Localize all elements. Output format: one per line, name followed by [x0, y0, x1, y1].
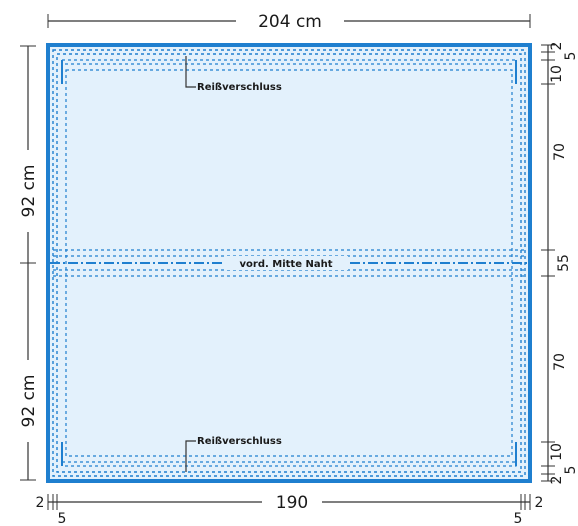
right-upper-70-label: 70 — [552, 143, 568, 161]
right-dimension: 2 5 10 70 55 70 10 2 5 — [541, 42, 578, 485]
right-top-10-label: 10 — [549, 65, 565, 83]
top-width-label: 204 cm — [258, 12, 322, 32]
right-bottom-10-label: 10 — [549, 443, 565, 461]
right-bottom-5-label: 5 — [563, 466, 578, 475]
left-dimension: 92 cm 92 cm — [19, 45, 39, 481]
left-lower-height-label: 92 cm — [19, 375, 39, 428]
fabric-panel: vord. Mitte Naht — [46, 43, 532, 483]
zipper-callout-bottom: Reißverschluss — [185, 436, 282, 472]
right-bottom-2-label: 2 — [549, 476, 565, 485]
bottom-left-5-label: 5 — [58, 511, 67, 526]
top-dimension: 204 cm — [47, 12, 531, 32]
zipper-top-label: Reißverschluss — [197, 82, 282, 93]
right-top-5-label: 5 — [563, 52, 578, 61]
right-middle-55-label: 55 — [556, 254, 572, 272]
bottom-left-2-label: 2 — [36, 495, 45, 511]
bottom-right-2-label: 2 — [535, 495, 544, 511]
right-lower-70-label: 70 — [552, 353, 568, 371]
bottom-width-label: 190 — [276, 493, 308, 513]
left-upper-height-label: 92 cm — [19, 165, 39, 218]
zipper-callout-top: Reißverschluss — [185, 56, 282, 93]
center-seam-label: vord. Mitte Naht — [240, 259, 333, 270]
bottom-right-5-label: 5 — [514, 511, 523, 526]
right-top-2-label: 2 — [549, 42, 565, 51]
zipper-bottom-label: Reißverschluss — [197, 436, 282, 447]
bottom-dimension: 190 2 5 2 5 — [36, 493, 544, 526]
